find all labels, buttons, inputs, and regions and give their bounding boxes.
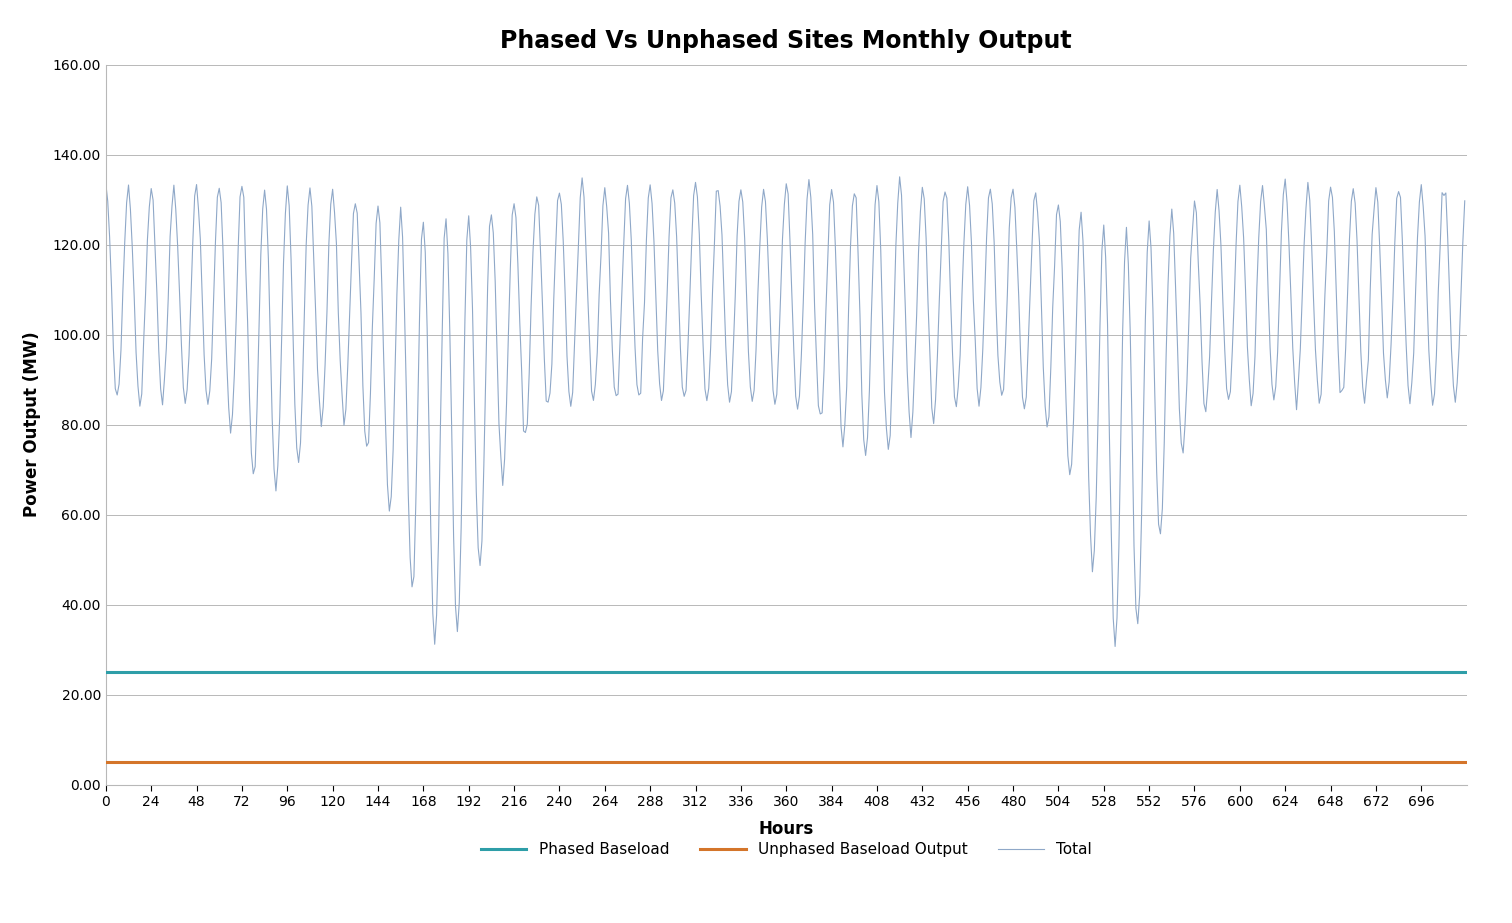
Legend: Phased Baseload, Unphased Baseload Output, Total: Phased Baseload, Unphased Baseload Outpu… — [475, 836, 1098, 863]
Total — [97, 178, 115, 189]
Total — [891, 172, 909, 183]
Total — [1456, 196, 1474, 207]
Total — [121, 204, 139, 215]
Total — [992, 390, 1010, 401]
X-axis label: Hours: Hours — [759, 820, 813, 838]
Total — [399, 487, 417, 498]
Total — [262, 332, 280, 343]
Line: Total: Total — [106, 177, 1465, 646]
Y-axis label: Power Output (MW): Power Output (MW) — [24, 331, 41, 518]
Total — [953, 288, 971, 299]
Title: Phased Vs Unphased Sites Monthly Output: Phased Vs Unphased Sites Monthly Output — [500, 29, 1072, 53]
Total — [1105, 641, 1123, 652]
Total — [470, 560, 488, 571]
